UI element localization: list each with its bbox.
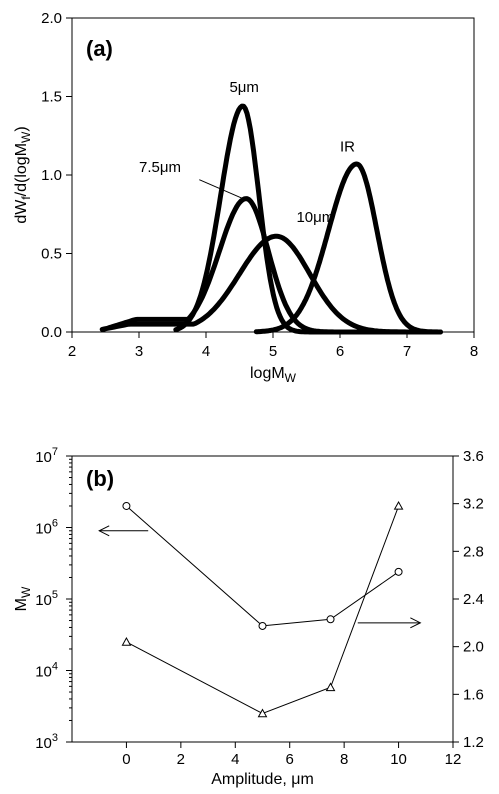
chart-b-triangle-marker <box>325 682 336 692</box>
chart-a-x-tick-label: 5 <box>269 343 277 360</box>
chart-a-annotation: 5μm <box>229 79 258 96</box>
chart-a-y-tick-label: 0.5 <box>41 246 62 263</box>
chart-b-y-left-tick-label: 105 <box>35 589 58 609</box>
chart-b-triangle-marker <box>393 500 404 510</box>
chart-a-x-tick-label: 3 <box>135 343 143 360</box>
chart-a-x-tick-label: 6 <box>336 343 344 360</box>
chart-b-x-tick-label: 0 <box>122 751 130 768</box>
chart-b-x-tick-label: 10 <box>390 751 407 768</box>
chart-a-annotation: IR <box>340 138 355 155</box>
chart-b-y-left-tick-label: 103 <box>35 732 58 752</box>
chart-b-panel-label: (b) <box>86 466 114 491</box>
chart-b-arrow-left-head <box>98 525 110 537</box>
chart-a-y-label: dWf/d(logMW) <box>13 126 33 223</box>
chart-b-y-left-tick-label: 104 <box>35 661 58 681</box>
chart-b-frame <box>71 455 454 743</box>
chart-b-arrows <box>98 525 422 629</box>
chart-b-y-right-tick-label: 2.0 <box>463 639 484 656</box>
chart-b-y-right-ticks: 1.2 1.6 2.0 2.4 2.8 3.2 3.6 <box>453 448 484 751</box>
chart-a-y-tick-label: 1.0 <box>41 167 62 184</box>
chart-b-triangle-marker <box>121 637 132 646</box>
chart-b-arrow-right-head <box>410 617 422 629</box>
chart-b-x-label: Amplitude, μm <box>211 771 314 788</box>
chart-a-x-label: logMW <box>250 365 297 385</box>
chart-a-curves <box>99 103 443 335</box>
chart-a-y-tick-label: 2.0 <box>41 10 62 27</box>
chart-a-x-tick-label: 4 <box>202 343 210 360</box>
chart-b-y-right-tick-label: 3.6 <box>463 448 484 465</box>
chart-b-y-left-tick-label: 107 <box>35 446 58 466</box>
chart-a-leader-7-5um <box>199 179 244 200</box>
chart-b-y-right-tick-label: 2.8 <box>463 543 484 560</box>
chart-a-x-ticks: 2 3 4 5 6 7 8 <box>68 332 478 360</box>
chart-a-x-tick-label: 8 <box>470 343 478 360</box>
chart-b-y-right-tick-label: 1.6 <box>463 686 484 703</box>
chart-a-annotation: 7.5μm <box>139 159 181 176</box>
chart-b-circle-marker <box>122 501 131 510</box>
chart-a: 2 3 4 5 6 7 8 0.0 0.5 1.0 1.5 2.0 (a) 5μm 7.5μm 10μm… <box>13 10 478 385</box>
chart-a-y-tick-label: 1.5 <box>41 89 62 106</box>
chart-b-y-label: MW <box>13 586 33 611</box>
chart-a-x-tick-label: 7 <box>403 343 411 360</box>
chart-b-y-left-tick-label: 106 <box>35 518 58 538</box>
chart-a-annotations: 5μm 7.5μm 10μm IR <box>139 79 355 226</box>
chart-b-x-tick-label: 2 <box>177 751 185 768</box>
chart-b: 0 2 4 6 8 10 12 103 104 105 106 107 1.2 1.6 2.0 2.4 2.… <box>13 446 484 788</box>
chart-b-series <box>121 500 404 718</box>
chart-b-circle-marker <box>394 567 403 576</box>
chart-b-y-right-tick-label: 2.4 <box>463 591 484 608</box>
chart-a-annotation: 10μm <box>296 209 334 226</box>
chart-a-y-ticks: 0.0 0.5 1.0 1.5 2.0 <box>41 10 72 341</box>
chart-b-x-tick-label: 6 <box>286 751 294 768</box>
chart-b-y-right-tick-label: 3.2 <box>463 496 484 513</box>
chart-b-x-tick-label: 8 <box>340 751 348 768</box>
chart-b-x-tick-label: 4 <box>231 751 239 768</box>
chart-a-series-line <box>253 161 443 335</box>
chart-b-x-tick-label: 12 <box>445 751 462 768</box>
chart-a-y-tick-label: 0.0 <box>41 324 62 341</box>
chart-b-y-left-ticks: 103 104 105 106 107 <box>35 446 72 752</box>
chart-b-series-line <box>126 505 400 715</box>
chart-a-x-tick-label: 2 <box>68 343 76 360</box>
chart-b-series-line <box>126 505 399 627</box>
chart-a-panel-label: (a) <box>86 36 113 61</box>
chart-b-circle-marker <box>258 621 267 630</box>
chart-b-y-right-tick-label: 1.2 <box>463 734 484 751</box>
chart-a-series-line <box>99 233 430 335</box>
chart-b-triangle-marker <box>257 708 268 718</box>
chart-b-circle-marker <box>326 615 335 624</box>
chart-b-x-ticks: 0 2 4 6 8 10 12 <box>122 742 461 768</box>
